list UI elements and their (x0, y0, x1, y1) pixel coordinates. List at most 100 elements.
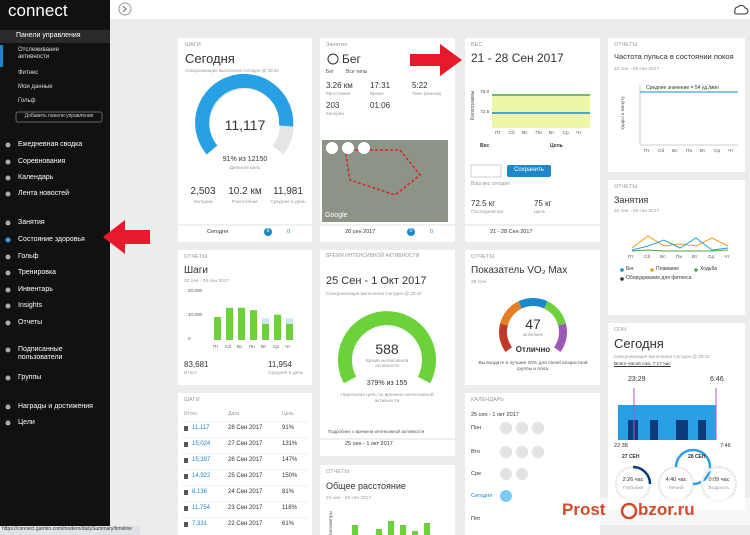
x-label: Пт (644, 149, 650, 154)
text[interactable]: 11,117 (192, 425, 210, 431)
nav-item[interactable]: Цели (18, 419, 35, 426)
text: ОТЧЕТЫ (614, 184, 638, 190)
nav-item[interactable]: Insights (18, 302, 43, 309)
activity-icon (516, 468, 528, 480)
text: 91% из 12150 (222, 156, 268, 163)
text: Среднее в день (270, 200, 306, 205)
x-label: Вт (549, 131, 555, 136)
activity-icon (532, 446, 544, 458)
text[interactable]: Бег (326, 69, 334, 75)
steps-bar (238, 307, 245, 340)
nav-item[interactable]: Отчеты (18, 319, 43, 326)
row-icon (184, 458, 188, 463)
text: ШАГИ (185, 42, 201, 48)
nav-item[interactable]: Календарь (18, 174, 54, 181)
big-value: 11,117 (224, 117, 266, 133)
chevron (122, 5, 127, 13)
text[interactable]: 15,397 (192, 457, 211, 463)
text[interactable]: 14,922 (192, 473, 211, 479)
nav-item[interactable]: Состояние здоровья (18, 236, 85, 243)
text: 150% (282, 473, 298, 479)
activity-icon (516, 446, 528, 458)
weight-input[interactable] (470, 164, 502, 178)
nav-item[interactable]: Ежедневная сводка (18, 141, 83, 148)
big-value: 47 (525, 316, 541, 332)
map-control[interactable] (326, 142, 338, 154)
watermark-icon (620, 502, 638, 520)
x-label: Вс (237, 344, 243, 349)
run-icon (327, 53, 339, 65)
legend-label: Бег (626, 266, 634, 272)
text[interactable]: Подробнее о времени интенсивной активнос… (328, 429, 425, 434)
row-icon (184, 490, 188, 495)
card-title: Общее расстояние (326, 481, 406, 491)
text: 2:26 час (622, 477, 644, 483)
text: Удары в минуту (620, 96, 625, 130)
gauge-segment (543, 301, 566, 326)
text: Пят (471, 516, 481, 522)
stage-arc (632, 465, 652, 485)
nav-item[interactable]: Занятия (18, 219, 45, 226)
text: 27 Сен 2017 (228, 441, 263, 447)
legend-marker (650, 268, 654, 272)
y-label: 0 (188, 336, 191, 341)
map-control[interactable] (358, 142, 370, 154)
steps-bar (250, 310, 257, 340)
nav-item[interactable]: Соревнования (18, 158, 66, 165)
nav-item[interactable]: Инвентарь (18, 286, 53, 293)
card-title: 21 - 28 Сен 2017 (471, 51, 564, 65)
text[interactable]: 7,331 (192, 521, 208, 527)
add-dashboard-button[interactable] (15, 111, 103, 123)
nav-icon (5, 320, 11, 326)
x-label: Пн (686, 149, 693, 154)
nav-item[interactable]: Награды и достижения (18, 403, 93, 410)
legend-label: Ходьба (700, 266, 718, 272)
text[interactable]: 15,024 (192, 441, 211, 447)
nav-subitem[interactable]: Мои данные (18, 84, 53, 90)
text: Время интенсивной активности (365, 358, 409, 369)
x-label: Сб (225, 344, 231, 349)
text: 22 сен - 28 сен 2017 (614, 67, 660, 72)
card-title: Шаги (184, 265, 208, 276)
map-control[interactable] (342, 142, 354, 154)
nav-item[interactable]: Группы (18, 374, 42, 381)
gauge-fill (338, 311, 436, 384)
stat-value: 17:31 (370, 81, 391, 90)
nav-item[interactable]: Тренировка (18, 269, 57, 276)
card (608, 38, 745, 172)
text: Дневная цель (229, 166, 261, 171)
text: Вес (480, 143, 490, 149)
text: Расстояние (232, 200, 258, 205)
big-value: 588 (375, 341, 399, 357)
nav-subitem[interactable]: Фитнес (18, 70, 39, 76)
x-label: Чт (724, 255, 730, 260)
row-icon (184, 474, 188, 479)
line (631, 249, 729, 252)
save-button[interactable] (507, 165, 551, 177)
text: Легкий (668, 486, 684, 491)
steps-bar (286, 323, 293, 340)
x-label: Вт (692, 255, 698, 260)
stat-value: 72.5 кг (471, 199, 496, 208)
text: 28 сен 2017 (345, 229, 376, 235)
nav-subitem[interactable]: Отслеживание активности (18, 47, 59, 60)
activity-icon (532, 422, 544, 434)
text: Google (325, 212, 348, 219)
nav-item[interactable]: Лента новостей (18, 190, 70, 197)
nav-item[interactable]: Панели управления (16, 32, 81, 39)
nav-icon (5, 254, 11, 260)
text[interactable]: 8,136 (192, 489, 208, 495)
x-label: Чт (285, 344, 291, 349)
card-title: Сегодня (185, 51, 235, 66)
nav-item[interactable]: Подписанные пользователи (18, 346, 63, 362)
row-icon (184, 426, 188, 431)
sync-icon[interactable] (734, 4, 749, 15)
text[interactable]: Все типы (346, 69, 368, 75)
nav-subitem[interactable]: Гольф (18, 98, 36, 104)
text[interactable]: 11,754 (192, 505, 210, 511)
nav-icon (5, 175, 11, 181)
red-arrow (410, 44, 462, 76)
collapse-button[interactable] (118, 2, 132, 16)
nav-item[interactable]: Гольф (18, 253, 39, 260)
activity-icon (500, 468, 512, 480)
